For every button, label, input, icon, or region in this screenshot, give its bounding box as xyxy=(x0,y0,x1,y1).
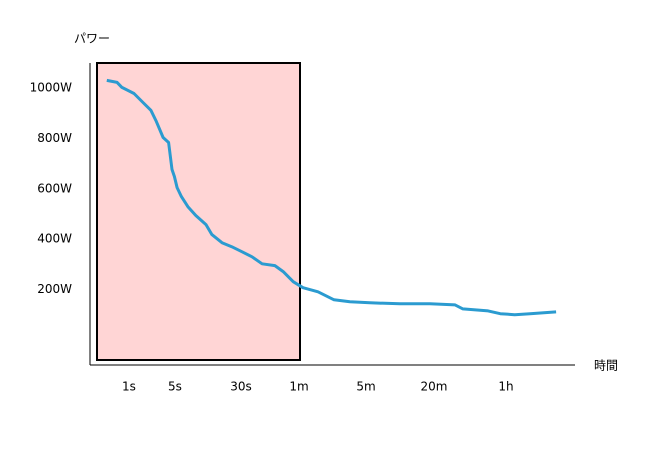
y-tick-label: 800W xyxy=(37,131,72,145)
y-axis-label: パワー xyxy=(74,32,110,46)
x-tick-label: 1m xyxy=(289,380,308,394)
y-tick-label: 600W xyxy=(37,181,72,195)
highlight-region xyxy=(96,62,301,361)
x-tick-label: 5m xyxy=(356,380,375,394)
y-tick-label: 200W xyxy=(37,282,72,296)
power-curve xyxy=(106,78,557,317)
x-tick-label: 1h xyxy=(498,380,513,394)
x-tick-label: 1s xyxy=(122,380,136,394)
y-tick-label: 400W xyxy=(37,232,72,246)
x-axis-label: 時間 xyxy=(594,359,618,373)
x-tick-label: 5s xyxy=(168,380,182,394)
y-tick-label: 1000W xyxy=(30,81,73,95)
x-tick-label: 20m xyxy=(421,380,448,394)
x-tick-label: 30s xyxy=(230,380,252,394)
